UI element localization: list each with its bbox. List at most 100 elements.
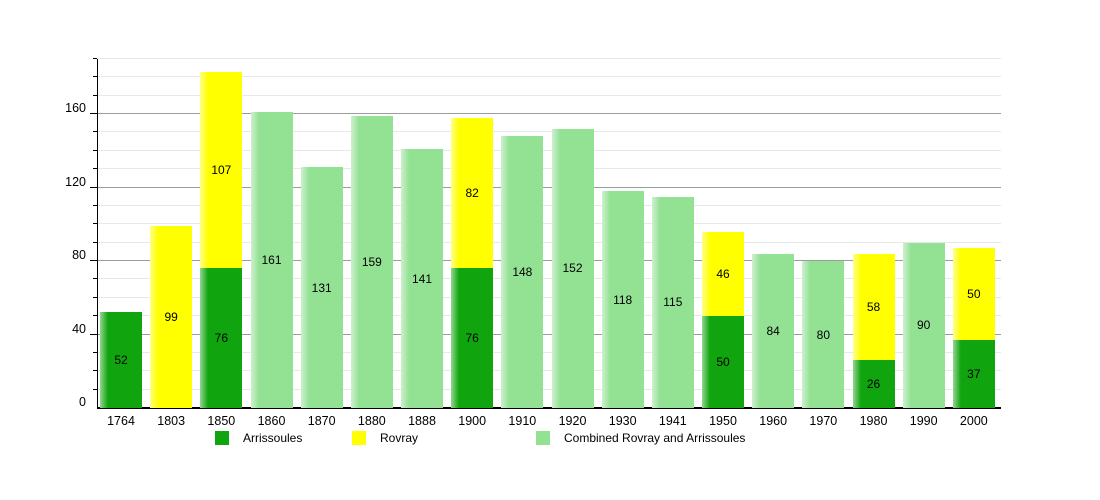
x-axis-label: 1910 [508, 414, 537, 428]
bar-segment-combined-1970: 80 [802, 261, 845, 408]
x-axis-label: 1870 [307, 414, 336, 428]
bar-value-label: 84 [766, 323, 780, 338]
x-axis-label: 1990 [909, 414, 938, 428]
minor-gridline [98, 351, 1001, 353]
bar-value-label: 161 [261, 253, 282, 268]
bar-segment-arrissoules-1900: 76 [451, 268, 494, 408]
y-axis-tick [93, 241, 97, 243]
bar-value-label: 99 [164, 310, 178, 325]
bar-segment-combined-1860: 161 [250, 112, 293, 408]
y-axis-tick [93, 351, 97, 353]
bar-value-label: 50 [716, 355, 730, 370]
minor-gridline [98, 149, 1001, 151]
bar-value-label: 141 [411, 271, 433, 286]
y-axis-tick [93, 315, 97, 317]
legend-swatch [215, 431, 229, 445]
x-axis-label: 1880 [357, 414, 386, 428]
x-axis-label: 1941 [658, 414, 687, 428]
y-axis-label: 80 [72, 248, 86, 263]
legend-label: Rovray [380, 431, 419, 445]
bar-segment-combined-1870: 131 [300, 167, 343, 408]
bar-segment-combined-1990: 90 [902, 242, 945, 408]
bar-value-label: 115 [663, 295, 683, 310]
bar-segment-arrissoules-1950: 50 [702, 316, 744, 408]
plot-area: 0 40 80 120 160 52 1764 99 1803 76 107 1850 161 1860 1… [65, 58, 1001, 428]
y-axis-tick [90, 113, 97, 115]
bar-value-label: 131 [311, 280, 332, 295]
bar-segment-rovray-1950: 46 [702, 231, 744, 317]
minor-gridline [98, 168, 1001, 170]
legend-item-rovray: Rovray [352, 431, 418, 445]
bar-segment-combined-1930: 118 [601, 191, 644, 408]
bar-segment-arrissoules-2000: 37 [952, 340, 995, 408]
legend-item-arrissoules: Arrissoules [215, 431, 302, 445]
minor-gridline [98, 131, 1001, 133]
x-axis-label: 1860 [257, 414, 286, 428]
bar-segment-combined-1910: 148 [501, 136, 544, 408]
bar-value-label: 26 [866, 377, 881, 392]
legend-item-combined: Combined Rovray and Arrissoules [536, 431, 745, 445]
minor-gridline [98, 278, 1001, 280]
y-axis-tick [93, 58, 97, 59]
y-axis-tick [93, 149, 97, 151]
minor-gridline [98, 388, 1001, 390]
minor-gridline [98, 58, 1001, 59]
bar-value-label: 90 [916, 318, 931, 333]
y-axis-tick [93, 131, 97, 133]
x-axis-label: 1803 [157, 414, 186, 428]
bar-value-label: 50 [967, 287, 981, 302]
bar-segment-arrissoules-1764: 52 [100, 312, 142, 408]
bar-value-label: 80 [816, 327, 830, 342]
y-axis-label: 0 [79, 395, 86, 409]
bar-value-label: 76 [465, 331, 479, 346]
minor-gridline [98, 204, 1001, 206]
bar-segment-arrissoules-1980: 26 [852, 360, 895, 408]
legend: Arrissoules Rovray Combined Rovray and Arr… [0, 431, 1100, 449]
legend-label: Arrissoules [243, 431, 303, 445]
bar-segment-rovray-1803: 99 [150, 226, 193, 408]
bar-segment-rovray-2000: 50 [952, 248, 995, 341]
y-axis-tick [93, 296, 97, 298]
bar-value-label: 148 [512, 265, 533, 280]
y-axis-label: 40 [72, 321, 86, 336]
x-axis-label: 1980 [859, 414, 888, 428]
x-axis-label: 1950 [709, 414, 737, 428]
bar-value-label: 82 [465, 186, 479, 201]
minor-gridline [98, 315, 1001, 317]
y-axis-tick [93, 223, 97, 225]
bar-segment-rovray-1850: 107 [200, 71, 243, 269]
bar-segment-combined-1880: 159 [350, 115, 393, 408]
y-axis-tick [93, 370, 97, 372]
y-axis-tick [93, 168, 97, 170]
bar-segment-combined-1960: 84 [752, 253, 795, 408]
bar-segment-arrissoules-1850: 76 [200, 268, 243, 408]
y-axis-tick [93, 278, 97, 280]
x-axis-label: 1764 [107, 414, 135, 428]
bar-value-label: 107 [211, 163, 232, 178]
y-axis-tick [90, 260, 97, 262]
x-axis-label: 1930 [608, 414, 637, 428]
bar-segment-rovray-1900: 82 [451, 117, 494, 269]
x-axis-label: 1888 [408, 414, 436, 428]
bar-segment-combined-1920: 152 [551, 128, 594, 408]
bar-value-label: 76 [214, 331, 228, 346]
bar-value-label: 58 [866, 299, 881, 314]
legend-swatch [536, 431, 550, 445]
y-axis-label: 120 [65, 174, 86, 189]
bar-value-label: 159 [361, 254, 382, 269]
legend-label: Combined Rovray and Arrissoules [564, 431, 746, 445]
major-gridline [98, 260, 1001, 262]
x-axis-label: 1850 [207, 414, 236, 428]
x-axis-line [97, 407, 1001, 409]
y-axis-tick [93, 94, 97, 96]
y-axis-tick [93, 388, 97, 390]
y-axis-tick [90, 333, 97, 335]
y-axis-tick [90, 186, 97, 188]
legend-swatch [352, 431, 366, 445]
x-axis-label: 1920 [558, 414, 587, 428]
bar-value-label: 152 [562, 261, 583, 276]
bar-value-label: 37 [967, 367, 981, 382]
minor-gridline [98, 76, 1001, 78]
minor-gridline [98, 94, 1001, 96]
minor-gridline [98, 370, 1001, 372]
